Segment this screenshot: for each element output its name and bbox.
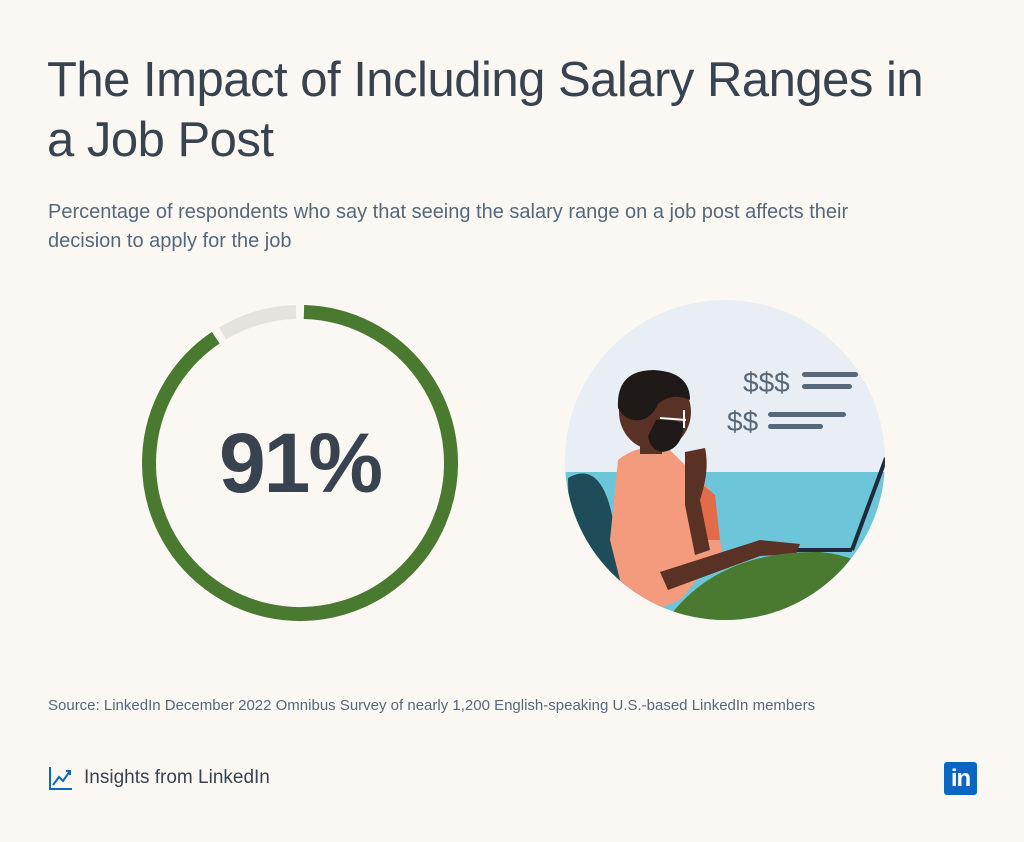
dollar-label-large: $$$ [743, 367, 790, 398]
donut-slice-value [142, 305, 458, 621]
salary-line [768, 412, 846, 417]
salary-line [768, 424, 823, 429]
page-subtitle: Percentage of respondents who say that s… [48, 201, 849, 252]
donut-slice-remainder [218, 305, 297, 340]
typing-arm [660, 540, 800, 590]
insights-brand: Insights from LinkedIn [48, 765, 270, 791]
page-title: The Impact of Including Salary Ranges in… [47, 53, 924, 167]
dollar-label-small: $$ [727, 406, 759, 437]
brand-label: Insights from LinkedIn [84, 767, 270, 788]
donut-value-label: 91% [218, 415, 383, 510]
beard [648, 419, 684, 452]
line-chart-icon [49, 767, 72, 790]
donut-chart-svg [142, 305, 458, 621]
glasses [659, 417, 687, 421]
salary-line [802, 372, 858, 377]
donut-chart: 91% [140, 303, 460, 623]
hair [617, 370, 690, 421]
linkedin-logo-icon[interactable]: in [944, 762, 977, 795]
illustration-svg: $$$ $$ [565, 300, 885, 620]
salary-line [802, 384, 852, 389]
source-note: Source: LinkedIn December 2022 Omnibus S… [48, 697, 816, 714]
raised-arm [685, 448, 710, 555]
laptop-screen [850, 457, 885, 551]
person-at-laptop-illustration: $$$ $$ [560, 300, 890, 630]
